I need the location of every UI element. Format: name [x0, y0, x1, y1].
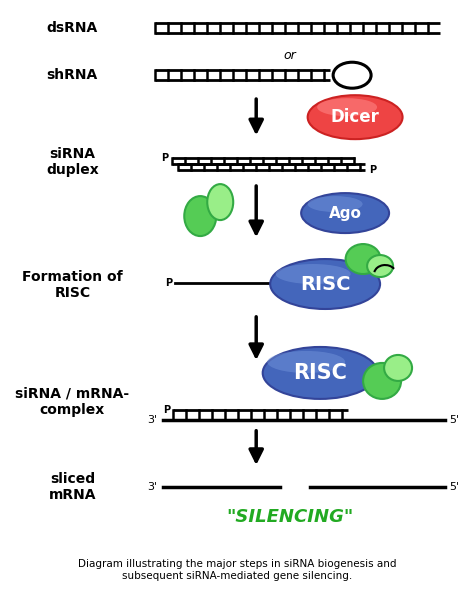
Ellipse shape	[346, 244, 381, 274]
Ellipse shape	[207, 184, 233, 220]
Text: P: P	[161, 153, 168, 163]
Text: or: or	[284, 49, 297, 62]
Ellipse shape	[384, 355, 412, 381]
Ellipse shape	[367, 255, 393, 277]
Text: siRNA
duplex: siRNA duplex	[46, 147, 99, 177]
Text: Ago: Ago	[328, 205, 362, 220]
Text: Formation of
RISC: Formation of RISC	[22, 270, 123, 300]
Text: siRNA / mRNA-
complex: siRNA / mRNA- complex	[15, 387, 129, 417]
Ellipse shape	[270, 259, 380, 309]
Ellipse shape	[308, 196, 363, 212]
Text: 3': 3'	[147, 415, 157, 425]
Text: sliced
mRNA: sliced mRNA	[49, 472, 96, 502]
Text: P: P	[163, 405, 170, 415]
Text: Dicer: Dicer	[331, 108, 380, 126]
Text: 3': 3'	[147, 482, 157, 492]
Ellipse shape	[301, 193, 389, 233]
Ellipse shape	[363, 363, 401, 399]
Text: Diagram illustrating the major steps in siRNA biogenesis and
subsequent siRNA-me: Diagram illustrating the major steps in …	[78, 559, 396, 580]
Ellipse shape	[263, 347, 378, 399]
Text: dsRNA: dsRNA	[47, 21, 98, 35]
Text: shRNA: shRNA	[47, 68, 98, 82]
Ellipse shape	[267, 351, 345, 373]
Text: RISC: RISC	[293, 363, 347, 383]
Text: RISC: RISC	[300, 274, 350, 294]
Ellipse shape	[317, 98, 377, 116]
Ellipse shape	[308, 95, 402, 139]
Text: 5': 5'	[449, 415, 459, 425]
Text: "SILENCING": "SILENCING"	[227, 508, 354, 526]
Text: 5': 5'	[449, 482, 459, 492]
Ellipse shape	[276, 264, 351, 284]
Text: P: P	[165, 278, 172, 288]
Text: P: P	[369, 165, 376, 175]
Ellipse shape	[184, 196, 216, 236]
